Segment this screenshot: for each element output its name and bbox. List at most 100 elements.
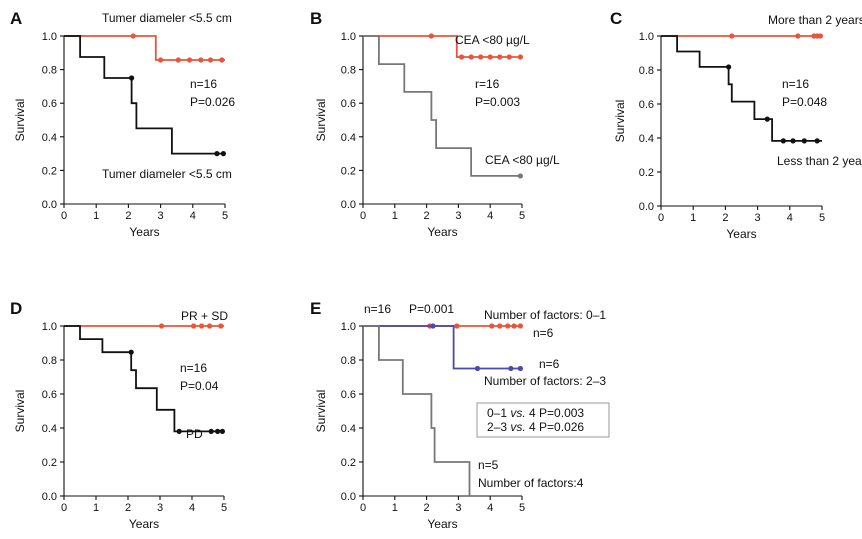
- annotation-text: Number of factors: 2–3: [484, 374, 606, 388]
- annotation-text: Number of factors: 0–1: [484, 308, 606, 322]
- x-axis-title: Years: [427, 225, 457, 239]
- annotation-text: Tumer diameler <5.5 cm: [102, 167, 232, 181]
- panel-letter: A: [10, 9, 22, 28]
- censor-mark: [130, 33, 136, 39]
- censor-mark: [199, 323, 205, 329]
- y-tick-label: 0.2: [42, 165, 57, 177]
- stats-box-line: 2–3 vs. 4 P=0.026: [487, 420, 584, 434]
- y-tick-label: 0.6: [42, 389, 57, 401]
- censor-mark: [219, 428, 225, 434]
- y-tick-label: 0.0: [341, 199, 356, 211]
- y-axis-title: Survival: [13, 99, 27, 142]
- y-axis-title: Survival: [613, 100, 627, 143]
- panel-D: D 0 1 2 3 4 5 0.0 0.2 0.4 0.6 0.8 1.0 Years Survival PR…: [10, 299, 228, 531]
- censor-mark: [506, 54, 512, 60]
- x-tick-label: 3: [158, 210, 164, 222]
- y-tick-label: 0.8: [42, 355, 57, 367]
- annotation-text: Tumer diameler <5.5 cm: [102, 11, 232, 25]
- annotation-text: CEA <80 µg/L: [485, 153, 560, 167]
- annotation-text: P=0.001: [409, 302, 454, 316]
- censor-mark: [487, 54, 493, 60]
- annotation-text: r=16: [475, 77, 500, 91]
- survival-curve-3: [363, 325, 471, 496]
- censor-mark: [175, 57, 181, 63]
- x-tick-label: 3: [455, 210, 461, 222]
- annotation-text: PR + SD: [181, 309, 228, 323]
- survival-curve-2: [363, 325, 522, 370]
- panel-B: B 0 1 2 3 4 5 0.0 0.2 0.4 0.6 0.8 1.0 Years Survival CE…: [310, 9, 560, 239]
- censor-mark: [489, 323, 495, 329]
- annotation-text: P=0.04: [180, 379, 219, 393]
- x-axis-title: Years: [726, 227, 756, 241]
- censor-mark: [508, 365, 514, 372]
- y-tick-label: 0.4: [42, 423, 57, 435]
- annotation-text: n=16: [364, 302, 391, 316]
- censor-mark: [430, 323, 436, 329]
- y-tick-label: 1.0: [341, 31, 356, 43]
- y-tick-label: 0.0: [42, 491, 57, 503]
- y-tick-label: 0.8: [341, 65, 356, 77]
- censor-mark: [764, 116, 770, 122]
- x-axis-title: Years: [129, 517, 159, 531]
- censor-mark: [191, 323, 197, 329]
- x-tick-label: 2: [125, 210, 131, 222]
- censor-mark: [468, 54, 474, 60]
- y-tick-label: 0.0: [639, 201, 654, 213]
- censor-mark: [208, 428, 214, 434]
- annotation-text: n=5: [478, 458, 499, 472]
- censor-mark: [511, 323, 517, 329]
- x-tick-label: 2: [424, 210, 430, 222]
- panel-E: E 0 1 2 3 4 5 0.0 0.2 0.4 0.6 0.8 1.0 Years Survival n=…: [310, 299, 610, 531]
- y-tick-label: 0.4: [42, 132, 57, 144]
- censor-mark: [128, 349, 134, 355]
- annotation-text: PD: [186, 427, 203, 441]
- censor-mark: [129, 75, 135, 81]
- y-tick-label: 0.8: [639, 65, 654, 77]
- y-tick-label: 0.0: [42, 199, 57, 211]
- censor-mark: [517, 173, 524, 179]
- y-tick-label: 0.6: [341, 98, 356, 110]
- censor-mark: [474, 365, 481, 372]
- panel-letter: B: [310, 9, 322, 28]
- annotation-text: n=16: [190, 77, 217, 91]
- panel-letter: C: [610, 9, 622, 28]
- stats-box: [476, 402, 610, 438]
- y-tick-label: 1.0: [341, 321, 356, 333]
- censor-mark: [505, 323, 511, 329]
- x-tick-label: 0: [360, 210, 366, 222]
- annotation-text: n=16: [180, 361, 207, 375]
- censor-mark: [517, 323, 524, 329]
- y-tick-label: 0.4: [639, 133, 654, 145]
- censor-mark: [198, 57, 204, 63]
- x-tick-label: 1: [392, 210, 398, 222]
- censor-mark: [795, 33, 801, 39]
- censor-mark: [186, 57, 193, 63]
- censor-mark: [428, 33, 434, 39]
- x-tick-label: 0: [360, 502, 366, 514]
- censor-mark: [801, 138, 807, 144]
- y-tick-label: 0.6: [639, 99, 654, 111]
- y-tick-label: 0.4: [341, 132, 356, 144]
- x-tick-label: 5: [222, 210, 228, 222]
- censor-mark: [497, 323, 503, 329]
- y-tick-label: 0.6: [42, 98, 57, 110]
- y-tick-label: 0.2: [639, 167, 654, 179]
- x-tick-label: 5: [221, 502, 227, 514]
- y-tick-label: 0.4: [341, 423, 356, 435]
- x-tick-label: 0: [61, 502, 67, 514]
- annotation-text: n=6: [539, 357, 560, 371]
- censor-mark: [517, 365, 524, 372]
- x-tick-label: 2: [125, 502, 131, 514]
- survival-curve-2: [64, 35, 225, 155]
- x-tick-label: 4: [189, 502, 195, 514]
- annotation-text: CEA <80 µg/L: [455, 33, 530, 47]
- censor-mark: [207, 323, 213, 329]
- annotation-text: Number of factors:4: [478, 476, 584, 490]
- x-tick-label: 1: [93, 210, 99, 222]
- censor-mark: [454, 323, 460, 329]
- censor-mark: [207, 57, 214, 63]
- x-axis-title: Years: [427, 517, 457, 531]
- annotation-text: P=0.026: [190, 95, 235, 109]
- survival-curve-2: [363, 35, 522, 177]
- x-tick-label: 1: [392, 502, 398, 514]
